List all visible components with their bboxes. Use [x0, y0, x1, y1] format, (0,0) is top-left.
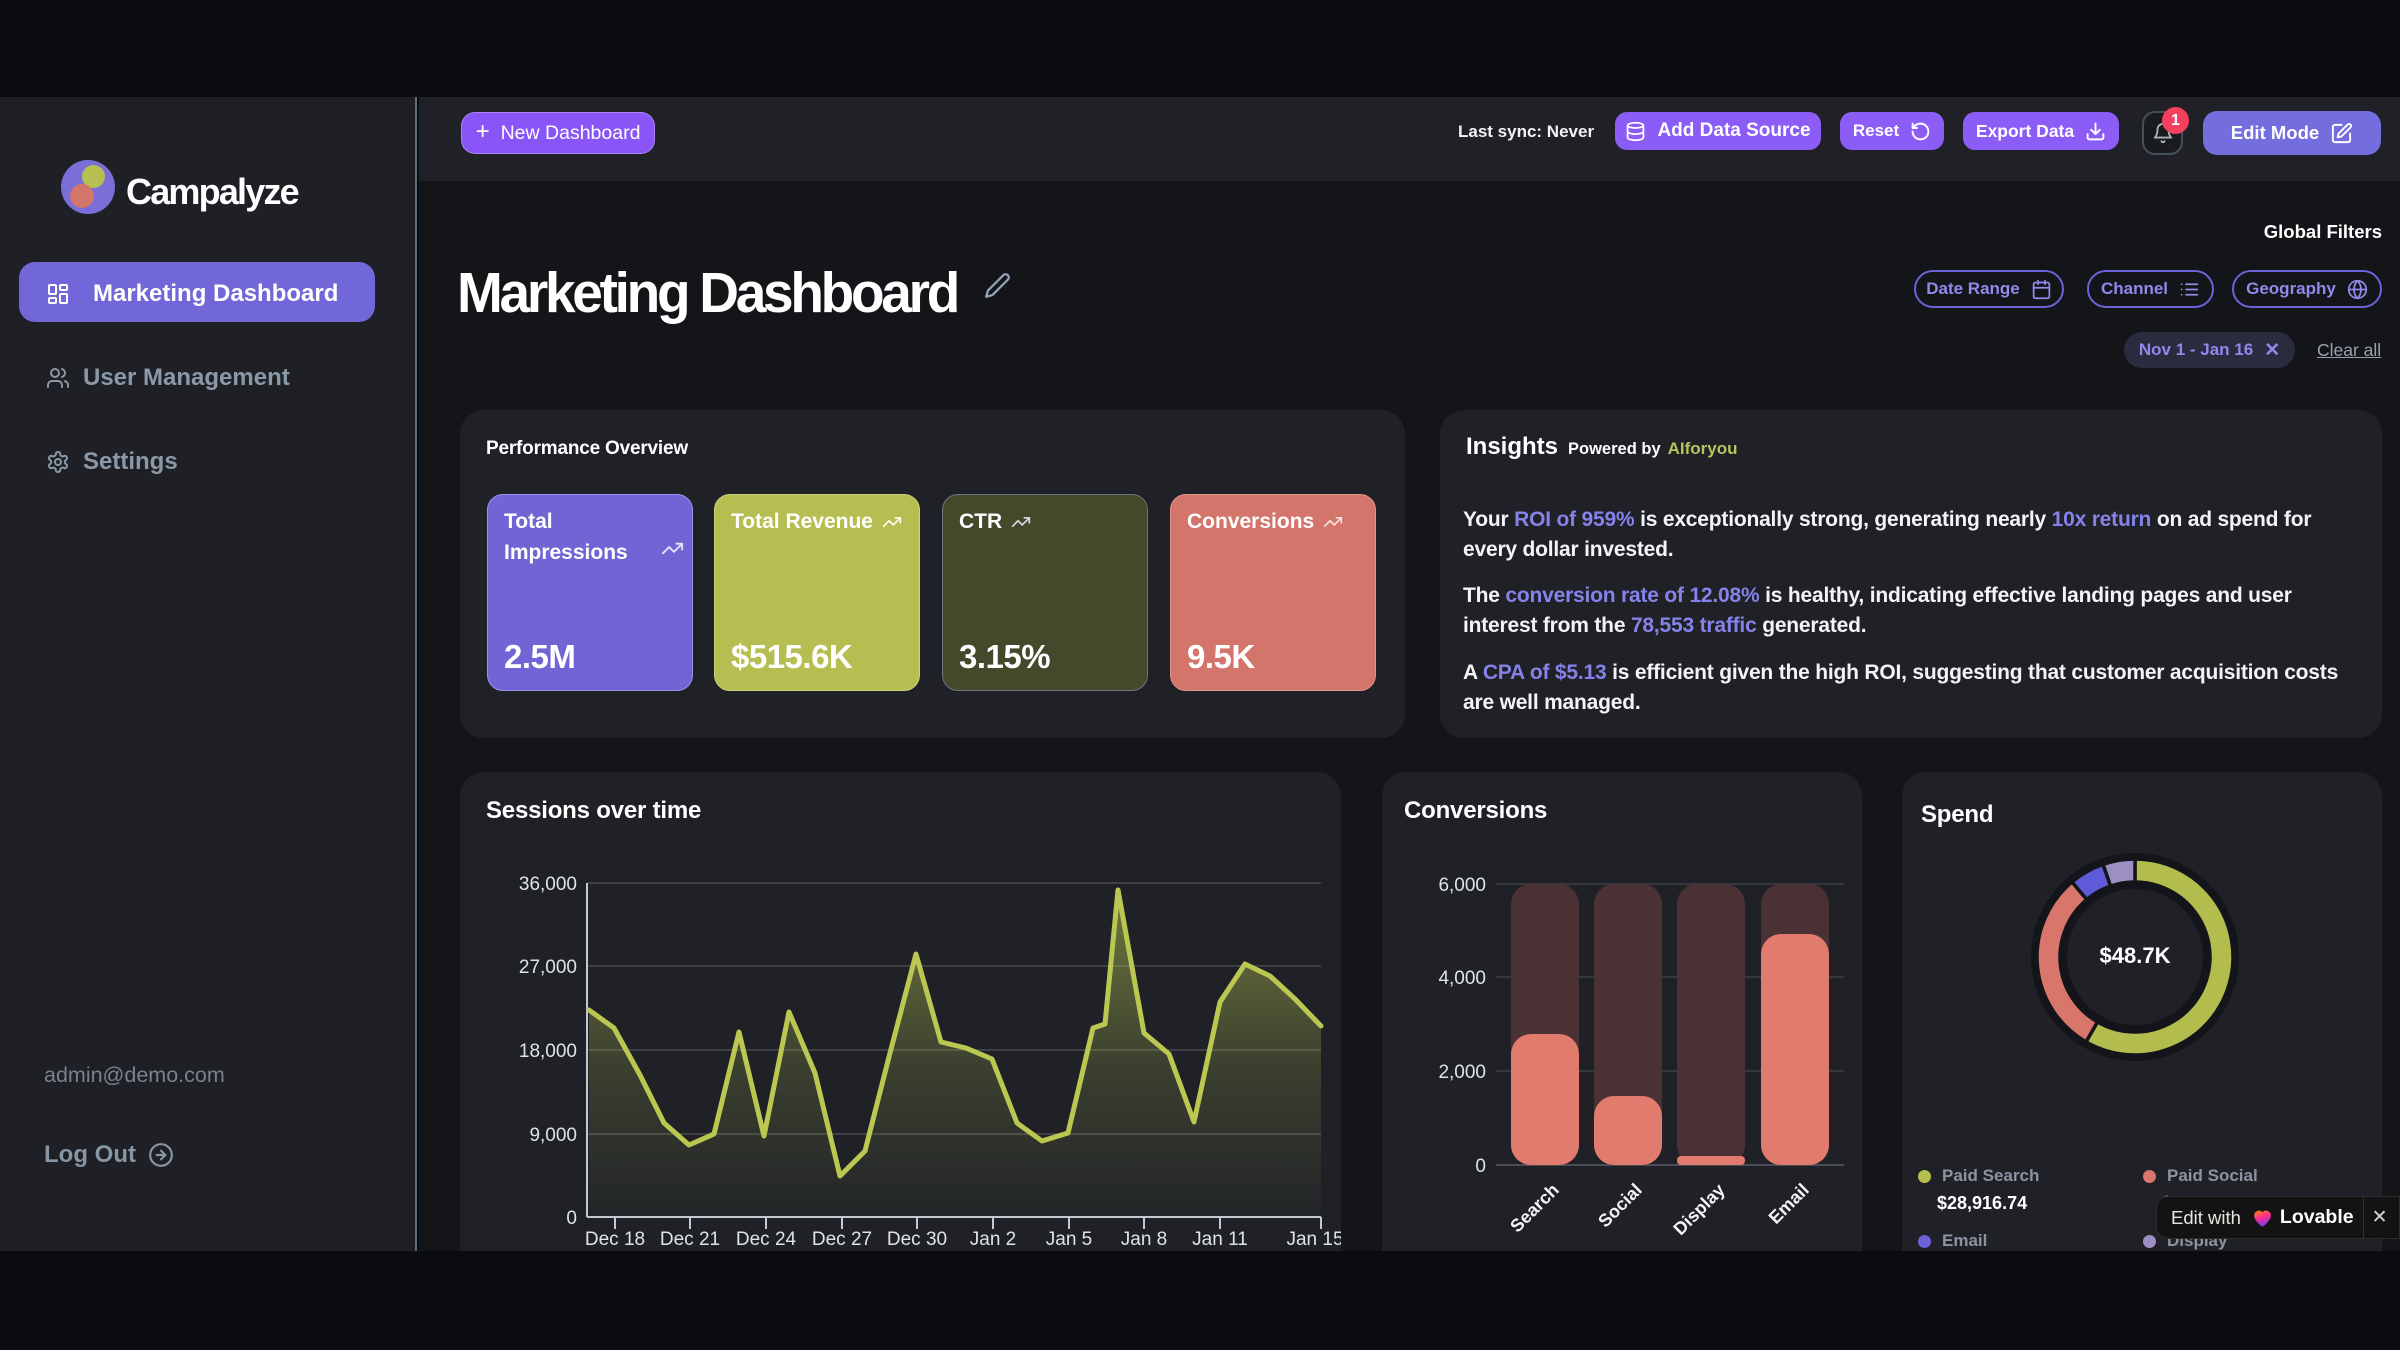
svg-text:Dec 18: Dec 18 — [585, 1229, 645, 1250]
svg-text:Dec 21: Dec 21 — [660, 1229, 720, 1250]
svg-text:2,000: 2,000 — [1438, 1062, 1486, 1083]
svg-text:Email: Email — [1765, 1180, 1813, 1228]
svg-text:18,000: 18,000 — [519, 1041, 577, 1062]
svg-text:Jan 15: Jan 15 — [1286, 1229, 1341, 1250]
svg-text:Display: Display — [1669, 1180, 1728, 1239]
svg-text:4,000: 4,000 — [1438, 968, 1486, 989]
svg-text:Jan 11: Jan 11 — [1192, 1229, 1248, 1250]
svg-text:36,000: 36,000 — [519, 874, 577, 895]
svg-text:27,000: 27,000 — [519, 957, 577, 978]
svg-text:Jan 5: Jan 5 — [1046, 1229, 1092, 1250]
svg-text:Dec 30: Dec 30 — [887, 1229, 947, 1250]
svg-text:Dec 24: Dec 24 — [736, 1229, 797, 1250]
svg-text:6,000: 6,000 — [1438, 875, 1486, 896]
svg-text:Dec 27: Dec 27 — [812, 1229, 872, 1250]
svg-text:9,000: 9,000 — [529, 1125, 577, 1146]
svg-text:Search: Search — [1506, 1180, 1563, 1237]
svg-text:Social: Social — [1594, 1180, 1646, 1232]
svg-text:Jan 2: Jan 2 — [970, 1229, 1016, 1250]
svg-text:Jan 8: Jan 8 — [1121, 1229, 1167, 1250]
svg-text:0: 0 — [1475, 1156, 1486, 1177]
svg-text:0: 0 — [566, 1208, 577, 1229]
